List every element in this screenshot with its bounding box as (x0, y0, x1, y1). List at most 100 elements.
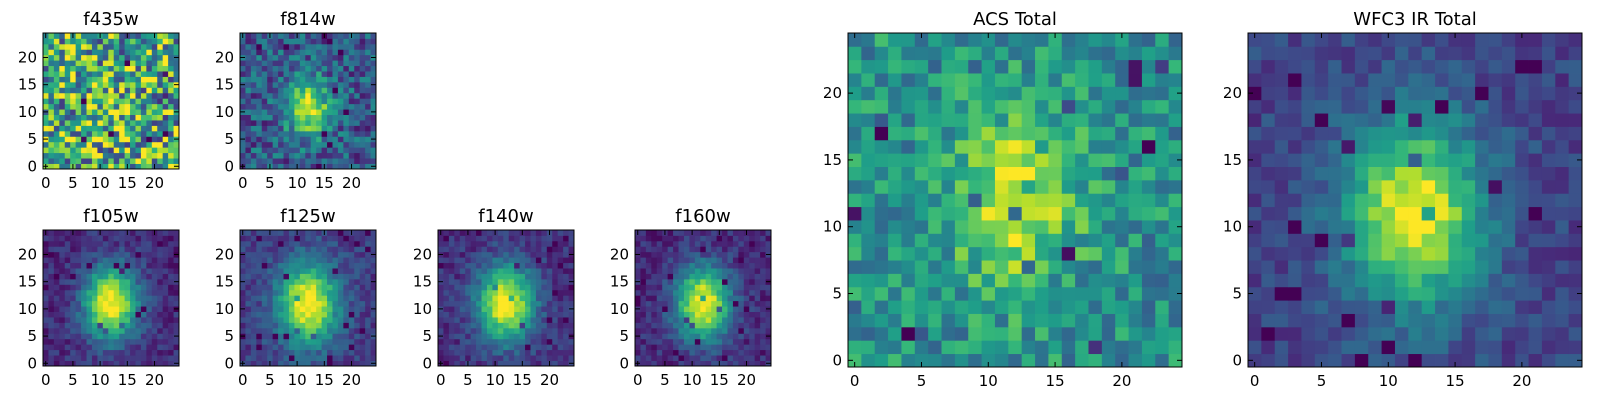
heatmap-cell (1115, 139, 1129, 154)
heatmap-cell (1088, 86, 1103, 101)
heatmap-cell (486, 344, 493, 351)
heatmap-cell (354, 65, 361, 72)
heatmap-cell (354, 246, 361, 253)
heatmap-cell (140, 278, 147, 285)
heatmap-cell (743, 268, 750, 274)
heatmap-cell (113, 98, 120, 105)
heatmap-cell (563, 300, 569, 307)
heatmap-cell (1061, 220, 1076, 234)
heatmap-cell (48, 71, 55, 77)
x-tick-label: 5 (265, 174, 275, 192)
heatmap-cell (119, 295, 125, 302)
heatmap-cell (365, 120, 371, 126)
heatmap-cell (108, 81, 115, 88)
heatmap-cell (530, 300, 537, 307)
heatmap-cell (245, 278, 252, 285)
heatmap-cell (86, 60, 93, 67)
heatmap-cell (48, 300, 55, 307)
heatmap-cell (354, 71, 361, 77)
heatmap-cell (327, 355, 333, 361)
heatmap-cell (261, 163, 268, 170)
heatmap-cell (459, 311, 466, 318)
heatmap-cell (716, 273, 723, 280)
heatmap-cell (354, 103, 361, 110)
heatmap-cell (1115, 126, 1129, 141)
heatmap-cell (245, 327, 252, 334)
heatmap-cell (749, 344, 756, 351)
heatmap-cell (928, 286, 942, 301)
heatmap-cell (914, 326, 929, 341)
heatmap-cell (1048, 300, 1063, 314)
heatmap-cell (470, 262, 477, 269)
heatmap-cell (443, 240, 450, 247)
heatmap-cell (1501, 220, 1516, 234)
heatmap-cell (994, 206, 1009, 221)
heatmap-cell (168, 120, 174, 126)
y-tick-label: 20 (215, 245, 234, 263)
heatmap-cell (914, 73, 929, 87)
heatmap-cell (848, 73, 862, 87)
heatmap-cell (497, 300, 504, 307)
heatmap-cell (448, 284, 455, 291)
heatmap-cell (59, 251, 66, 258)
heatmap-cell (1261, 246, 1276, 261)
heatmap-cell (694, 349, 701, 356)
heatmap-cell (354, 273, 361, 280)
heatmap-cell (151, 87, 158, 94)
heatmap-cell (754, 262, 761, 269)
heatmap-cell (497, 268, 504, 274)
heatmap-cell (1155, 300, 1170, 314)
heatmap-cell (108, 125, 115, 132)
heatmap-cell (1328, 273, 1342, 288)
heatmap-cell (365, 33, 371, 39)
heatmap-cell (1168, 340, 1183, 355)
heatmap-cell (656, 344, 663, 351)
heatmap-cell (283, 60, 290, 67)
heatmap-cell (486, 333, 493, 340)
heatmap-cell (130, 230, 136, 236)
heatmap-cell (337, 76, 344, 83)
heatmap-cell (168, 136, 174, 143)
heatmap-cell (327, 322, 333, 329)
heatmap-cell (48, 257, 55, 264)
axes-frame (847, 32, 1183, 368)
heatmap-cell (86, 230, 93, 236)
heatmap-cell (519, 300, 526, 307)
heatmap-cell (245, 322, 252, 329)
heatmap-cell (343, 235, 350, 242)
heatmap-cell (157, 130, 164, 137)
heatmap-cell (108, 92, 115, 99)
heatmap-cell (694, 240, 701, 247)
heatmap-cell (1394, 340, 1409, 355)
heatmap-cell (108, 268, 115, 274)
heatmap-cell (700, 322, 707, 329)
heatmap-cell (343, 87, 350, 94)
heatmap-cell (651, 349, 658, 356)
heatmap-cell (683, 246, 690, 253)
heatmap-cell (245, 43, 252, 50)
heatmap-cell (1088, 113, 1103, 127)
heatmap-cell (310, 322, 317, 329)
heatmap-cell (443, 289, 450, 296)
heatmap-cell (954, 33, 969, 47)
heatmap-cell (370, 240, 377, 247)
heatmap-cell (1421, 340, 1436, 355)
heatmap-cell (316, 38, 322, 45)
heatmap-cell (635, 262, 641, 269)
heatmap-cell (140, 251, 147, 258)
heatmap-cell (492, 278, 499, 285)
heatmap-cell (535, 251, 542, 258)
heatmap-cell (348, 295, 355, 302)
heatmap-cell (86, 109, 93, 115)
heatmap-cell (546, 327, 553, 334)
heatmap-cell (645, 317, 652, 323)
heatmap-cell (261, 284, 268, 291)
heatmap-cell (294, 327, 301, 334)
heatmap-cell (635, 349, 641, 356)
heatmap-cell (481, 306, 488, 312)
heatmap-cell (1088, 220, 1103, 234)
heatmap-cell (119, 130, 125, 137)
heatmap-cell (673, 240, 679, 247)
heatmap-cell (168, 284, 174, 291)
heatmap-cell (1088, 46, 1103, 61)
